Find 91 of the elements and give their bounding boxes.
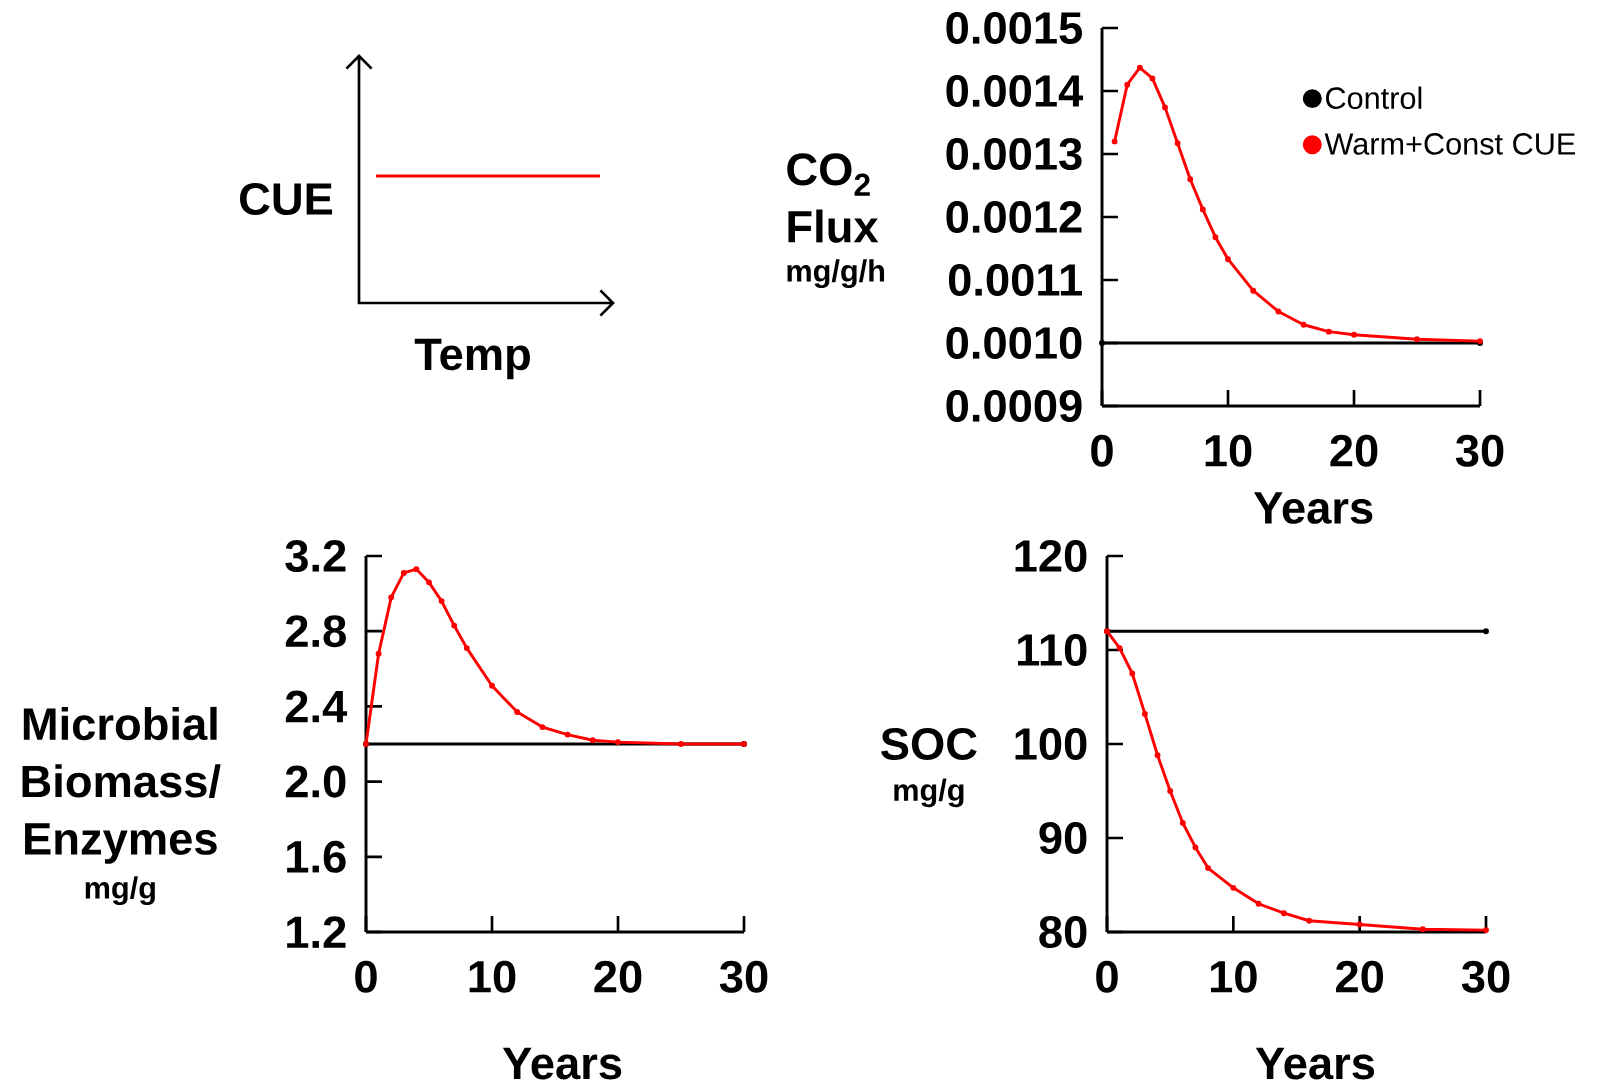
x-tick-label: 10 (1211, 960, 1257, 993)
point (1250, 287, 1257, 294)
point (1325, 328, 1332, 335)
text: mg/g/h (787, 259, 885, 289)
point (1179, 820, 1186, 826)
point (1099, 340, 1105, 346)
point (400, 569, 407, 576)
point (1230, 884, 1237, 891)
legend-label: Control (1325, 86, 1422, 110)
point (1199, 206, 1206, 213)
y-tick-label: 2.8 (285, 615, 346, 648)
point (1111, 138, 1118, 145)
x-tick-label: 0 (1096, 960, 1118, 993)
point (1141, 710, 1148, 717)
point (451, 622, 458, 629)
x-tick-label: 0 (1091, 434, 1113, 467)
text: CUE (240, 182, 333, 216)
legend-label: Warm+Const CUE (1324, 133, 1575, 155)
x-tick-label: 30 (719, 960, 768, 993)
y-tick-label: 0.0015 (946, 11, 1083, 45)
point (1129, 670, 1136, 677)
point (1162, 104, 1168, 111)
point (1136, 64, 1143, 71)
point (1483, 628, 1489, 635)
y-tick-label: 110 (1018, 633, 1087, 667)
y-tick-label: 0.0014 (946, 74, 1084, 108)
point (539, 724, 546, 731)
point (1255, 900, 1262, 907)
y-tick-label: 90 (1039, 821, 1087, 855)
y-axis-title: SOC (881, 727, 977, 761)
point (1149, 75, 1156, 82)
point (589, 737, 596, 744)
point (1225, 256, 1231, 263)
point (1212, 234, 1219, 241)
point (1174, 140, 1181, 147)
text: mg/g (85, 876, 155, 906)
point (1116, 645, 1123, 652)
x-tick-label: 20 (1336, 960, 1384, 993)
y-tick-label: 0.0012 (946, 200, 1082, 234)
point (1280, 910, 1287, 917)
point (514, 709, 521, 715)
point (413, 566, 420, 573)
x-tick-label: 10 (1205, 434, 1252, 467)
point (1419, 926, 1426, 933)
y-tick-label: 0.0011 (948, 263, 1083, 297)
y-axis-title: CO$_{2}$ Flux (787, 153, 879, 243)
point (1414, 336, 1420, 343)
y-axis-title: Microbial Biomass/ Enzymes (22, 706, 221, 864)
x-tick-label: 20 (1330, 434, 1378, 467)
point (615, 739, 621, 746)
y-tick-label: 0.0013 (946, 137, 1082, 171)
y-tick-label: 1.6 (287, 840, 346, 873)
x-axis-title: Years (502, 1047, 622, 1080)
text: mg/g (894, 778, 964, 808)
y-tick-label: 100 (1015, 727, 1087, 761)
point (1356, 921, 1363, 928)
point (1300, 321, 1307, 328)
y-tick-label: 0.0010 (946, 326, 1082, 360)
point (1124, 81, 1131, 88)
x-tick-label: 0 (355, 960, 377, 993)
point (375, 650, 382, 657)
point (564, 731, 571, 738)
point (426, 579, 432, 586)
point (1167, 788, 1174, 794)
y-tick-label: 3.2 (285, 539, 346, 573)
point (1192, 844, 1199, 851)
x-tick-label: 30 (1461, 960, 1510, 993)
point (489, 682, 495, 689)
x-axis-title: Years (1255, 1047, 1375, 1080)
point (678, 741, 684, 747)
point (1306, 917, 1313, 924)
y-tick-label: 0.0009 (946, 389, 1082, 423)
x-tick-label: 10 (469, 960, 516, 993)
point (388, 594, 395, 601)
y-tick-label: 80 (1039, 915, 1087, 949)
point (1154, 752, 1161, 759)
point (438, 598, 445, 605)
x-axis-title: Years (1253, 492, 1373, 524)
point (1351, 331, 1357, 338)
point (463, 645, 470, 652)
x-tick-label: 20 (594, 960, 642, 993)
text: Temp (414, 338, 530, 380)
y-tick-label: 120 (1015, 539, 1087, 573)
point (1483, 927, 1489, 934)
point (1187, 176, 1194, 183)
point (1275, 308, 1282, 315)
x-tick-label: 30 (1455, 434, 1504, 467)
point (1205, 865, 1212, 872)
y-tick-label: 2.4 (285, 690, 348, 723)
y-tick-label: 1.2 (287, 916, 346, 948)
y-tick-label: 2.0 (285, 765, 346, 798)
